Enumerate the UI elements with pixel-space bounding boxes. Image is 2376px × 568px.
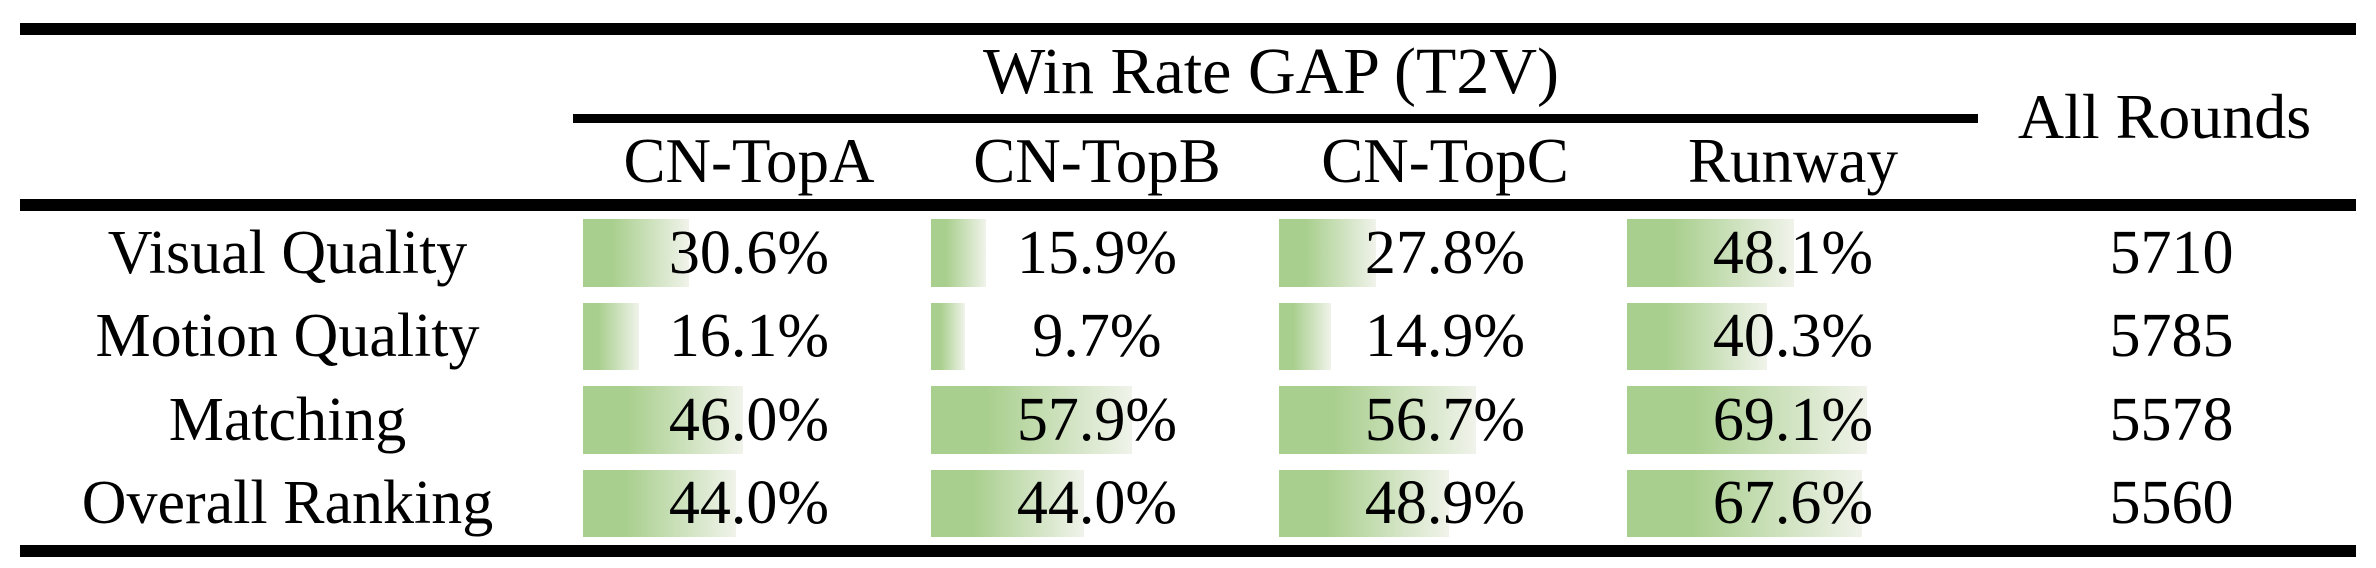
winrate-bar (931, 219, 987, 287)
header-rule (20, 199, 2356, 211)
table-body: Visual Quality 30.6% 15.9% 27.8% 48.1% 5… (0, 211, 2376, 545)
all-rounds-value: 5710 (2109, 218, 2234, 287)
winrate-value: 48.9% (1364, 469, 1526, 538)
winrate-bar (1279, 469, 1450, 537)
winrate-bar (1279, 302, 1331, 370)
winrate-cell: 48.9% (1271, 462, 1619, 546)
winrate-cell: 48.1% (1619, 211, 1967, 295)
winrate-value: 67.6% (1712, 469, 1874, 538)
all-rounds-value: 5785 (2109, 302, 2234, 371)
row-label: Overall Ranking (81, 469, 494, 538)
group-header-win-rate-gap: Win Rate GAP (T2V) (983, 35, 1559, 108)
winrate-value: 44.0% (668, 469, 830, 538)
column-header-cn-topc: CN-TopC (1321, 125, 1569, 196)
winrate-value: 16.1% (668, 302, 830, 371)
winrate-bar (931, 469, 1085, 537)
winrate-cell: 40.3% (1619, 295, 1967, 379)
winrate-bar (931, 386, 1133, 454)
column-header-cn-topa: CN-TopA (623, 125, 875, 196)
winrate-bar (1627, 219, 1795, 287)
winrate-bar (583, 302, 640, 370)
winrate-cell: 15.9% (923, 211, 1271, 295)
table-row-visual-quality: Visual Quality 30.6% 15.9% 27.8% 48.1% 5… (0, 211, 2376, 295)
winrate-bar (583, 219, 690, 287)
winrate-value: 44.0% (1016, 469, 1178, 538)
winrate-value: 40.3% (1712, 302, 1874, 371)
winrate-value: 30.6% (668, 218, 830, 287)
winrate-cell: 69.1% (1619, 378, 1967, 462)
winrate-cell: 46.0% (575, 378, 923, 462)
winrate-bar (1279, 386, 1477, 454)
winrate-cell: 57.9% (923, 378, 1271, 462)
column-header-runway: Runway (1688, 125, 1898, 196)
winrate-value: 69.1% (1712, 385, 1874, 454)
row-label: Matching (168, 385, 407, 454)
table-row-matching: Matching 46.0% 57.9% 56.7% 69.1% 5578 (0, 378, 2376, 462)
winrate-value: 9.7% (1032, 302, 1162, 371)
column-headers: CN-TopA CN-TopB CN-TopC Runway (575, 123, 1967, 199)
winrate-bar (1279, 219, 1376, 287)
winrate-cell: 44.0% (575, 462, 923, 546)
table-row-motion-quality: Motion Quality 16.1% 9.7% 14.9% 40.3% 57… (0, 295, 2376, 379)
winrate-bar (583, 386, 744, 454)
winrate-cell: 9.7% (923, 295, 1271, 379)
winrate-value: 15.9% (1016, 218, 1178, 287)
winrate-value: 14.9% (1364, 302, 1526, 371)
winrate-value: 27.8% (1364, 218, 1526, 287)
winrate-value: 46.0% (668, 385, 830, 454)
all-rounds-value: 5560 (2109, 469, 2234, 538)
winrate-cell: 16.1% (575, 295, 923, 379)
winrate-cell: 67.6% (1619, 462, 1967, 546)
bottom-rule (20, 545, 2356, 557)
winrate-bar (931, 302, 965, 370)
winrate-cell: 14.9% (1271, 295, 1619, 379)
all-rounds-value: 5578 (2109, 385, 2234, 454)
winrate-value: 57.9% (1016, 385, 1178, 454)
winrate-cell: 30.6% (575, 211, 923, 295)
winrate-value: 56.7% (1364, 385, 1526, 454)
winrate-cell: 27.8% (1271, 211, 1619, 295)
winrate-bar (583, 469, 737, 537)
winrate-bar (1627, 469, 1863, 537)
column-header-cn-topb: CN-TopB (973, 125, 1221, 196)
row-label: Motion Quality (95, 302, 480, 371)
winrate-bar (1627, 386, 1868, 454)
winrate-bar (1627, 302, 1768, 370)
group-header-underline (573, 114, 1978, 123)
table-row-overall-ranking: Overall Ranking 44.0% 44.0% 48.9% 67.6% … (0, 462, 2376, 546)
top-rule (20, 23, 2356, 35)
row-label: Visual Quality (107, 218, 468, 287)
column-header-all-rounds: All Rounds (2017, 81, 2312, 152)
winrate-cell: 44.0% (923, 462, 1271, 546)
winrate-value: 48.1% (1712, 218, 1874, 287)
winrate-cell: 56.7% (1271, 378, 1619, 462)
